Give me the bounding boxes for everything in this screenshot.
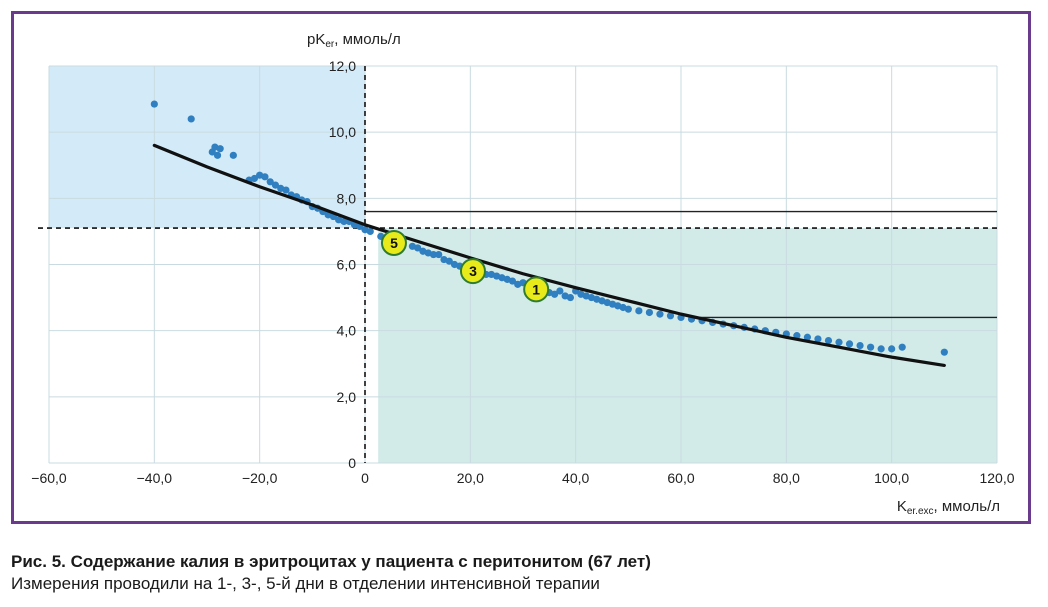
data-point [856, 341, 864, 350]
data-point [551, 290, 559, 298]
data-point [508, 277, 517, 285]
day-marker-label: 3 [469, 263, 477, 279]
figure-caption: Рис. 5. Содержание калия в эритроцитах у… [11, 551, 1041, 595]
x-tick-label: −20,0 [242, 470, 278, 486]
y-tick-label: 10,0 [329, 124, 356, 140]
scatter-chart: 5 3 1 −60,0 −40,0 −20,0 0 20,0 40,0 60,0 80,0 100,… [31, 31, 1014, 517]
data-point [266, 178, 274, 186]
caption-subtitle: Измерения проводили на 1-, 3-, 5-й дни в… [11, 574, 600, 593]
data-point [435, 250, 443, 259]
y-tick-label: 0 [348, 455, 356, 471]
y-tick-label: 4,0 [337, 323, 357, 339]
data-point [445, 257, 453, 265]
x-axis-label: Ker.exc, ммоль/л [897, 498, 1000, 517]
x-tick-label: 120,0 [979, 470, 1014, 486]
data-point [366, 227, 374, 236]
day-marker-label: 5 [390, 235, 398, 251]
data-point [824, 336, 833, 345]
day-marker-1 [523, 276, 550, 303]
data-point [666, 312, 675, 320]
data-point [635, 307, 643, 315]
x-tick-label: −60,0 [31, 470, 67, 486]
fitted-curve [152, 143, 946, 368]
x-tick-label: −40,0 [137, 470, 173, 486]
upper-left-region [49, 66, 365, 229]
x-tick-label: 80,0 [773, 470, 800, 486]
data-point [867, 343, 875, 351]
y-tick-label: 6,0 [337, 257, 357, 273]
data-point [814, 335, 822, 343]
data-point [556, 287, 564, 295]
data-point [271, 181, 280, 189]
data-point [566, 293, 575, 302]
data-point [229, 151, 237, 159]
x-tick-label: 60,0 [667, 470, 694, 486]
x-tick-label: 20,0 [457, 470, 484, 486]
x-tick-label: 40,0 [562, 470, 589, 486]
y-tick-label: 2,0 [337, 389, 357, 405]
data-point [803, 333, 812, 341]
day-marker-5 [380, 229, 407, 256]
data-point [877, 345, 885, 353]
data-point [414, 244, 422, 252]
x-tick-label: 100,0 [874, 470, 909, 486]
data-point [187, 115, 195, 123]
data-point [888, 345, 896, 353]
data-point [150, 100, 158, 108]
day-marker-label: 1 [532, 281, 540, 297]
caption-title: Рис. 5. Содержание калия в эритроцитах у… [11, 552, 651, 571]
data-point [645, 308, 654, 317]
data-point [250, 174, 258, 183]
data-point [340, 217, 348, 226]
data-point [282, 186, 290, 194]
data-point [656, 310, 664, 318]
y-axis-label: pKer, ммоль/л [307, 31, 401, 50]
day-marker-3 [459, 258, 486, 285]
y-tick-label: 12,0 [329, 58, 356, 74]
data-point [940, 348, 948, 356]
data-point [898, 343, 906, 351]
data-point [624, 305, 632, 313]
data-point [429, 250, 438, 259]
x-tick-label: 0 [361, 470, 369, 486]
data-point [261, 173, 269, 181]
data-point [835, 338, 843, 346]
data-point [213, 151, 222, 159]
data-point [216, 145, 224, 153]
data-point [845, 340, 854, 348]
y-tick-label: 8,0 [337, 190, 357, 206]
